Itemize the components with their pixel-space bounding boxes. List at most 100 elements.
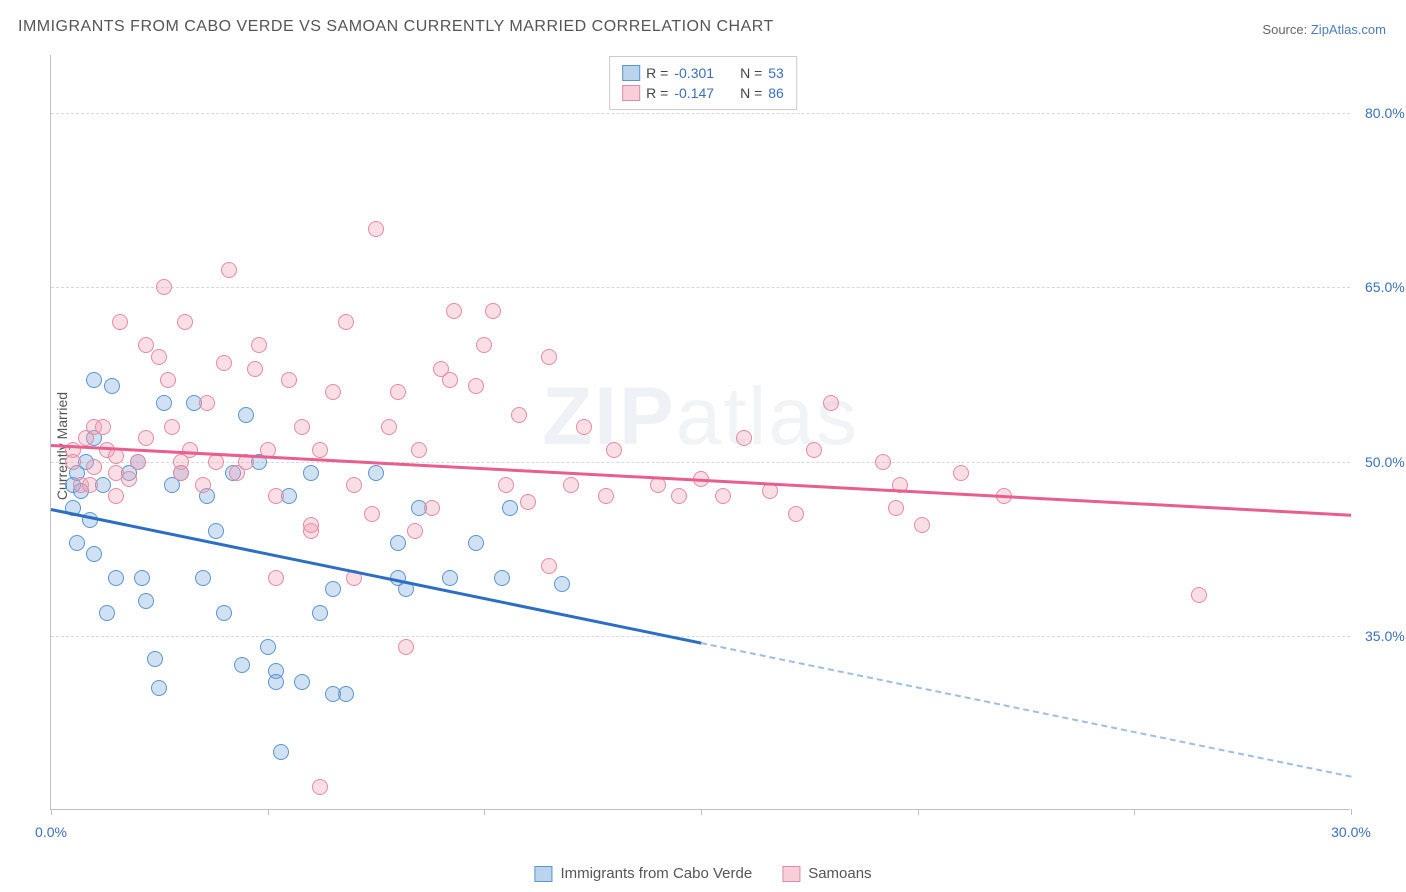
correlation-legend: R = -0.301N = 53R = -0.147N = 86 (609, 56, 797, 110)
scatter-point (160, 372, 176, 388)
scatter-point (498, 477, 514, 493)
scatter-point (156, 279, 172, 295)
scatter-point (130, 454, 146, 470)
scatter-point (86, 372, 102, 388)
scatter-point (494, 570, 510, 586)
scatter-point (151, 349, 167, 365)
scatter-point (121, 471, 137, 487)
gridline-h (51, 287, 1350, 288)
scatter-point (173, 465, 189, 481)
scatter-point (338, 314, 354, 330)
x-tick (484, 809, 485, 815)
legend-swatch (622, 65, 640, 81)
source-link[interactable]: ZipAtlas.com (1311, 22, 1386, 37)
scatter-point (446, 303, 462, 319)
scatter-point (294, 419, 310, 435)
scatter-point (260, 639, 276, 655)
scatter-point (411, 442, 427, 458)
scatter-point (788, 506, 804, 522)
scatter-point (86, 459, 102, 475)
scatter-point (221, 262, 237, 278)
x-tick (1351, 809, 1352, 815)
scatter-point (251, 337, 267, 353)
scatter-point (147, 651, 163, 667)
watermark-sub: atlas (676, 371, 859, 462)
scatter-point (156, 395, 172, 411)
source-attribution: Source: ZipAtlas.com (1262, 22, 1386, 37)
plot-area: ZIPatlas 35.0%50.0%65.0%80.0%0.0%30.0% (50, 55, 1350, 810)
x-tick (1134, 809, 1135, 815)
chart-title: IMMIGRANTS FROM CABO VERDE VS SAMOAN CUR… (18, 18, 774, 36)
scatter-point (182, 442, 198, 458)
scatter-point (576, 419, 592, 435)
trend-line-blue-ext (701, 642, 1351, 778)
scatter-point (104, 378, 120, 394)
scatter-point (195, 477, 211, 493)
scatter-point (99, 605, 115, 621)
scatter-point (368, 465, 384, 481)
scatter-point (875, 454, 891, 470)
scatter-point (520, 494, 536, 510)
scatter-point (606, 442, 622, 458)
scatter-point (268, 488, 284, 504)
scatter-point (806, 442, 822, 458)
scatter-point (177, 314, 193, 330)
y-tick-label: 80.0% (1365, 105, 1405, 121)
scatter-point (325, 581, 341, 597)
correlation-legend-row: R = -0.301N = 53 (622, 63, 784, 83)
legend-r-value: -0.147 (674, 85, 714, 101)
scatter-point (715, 488, 731, 504)
scatter-point (424, 500, 440, 516)
scatter-point (238, 407, 254, 423)
series-legend-label: Samoans (808, 865, 871, 882)
scatter-point (407, 523, 423, 539)
scatter-point (823, 395, 839, 411)
scatter-point (303, 517, 319, 533)
legend-n-label: N = (740, 85, 762, 101)
scatter-point (312, 442, 328, 458)
scatter-point (468, 535, 484, 551)
x-tick-label: 0.0% (35, 824, 67, 840)
scatter-point (368, 221, 384, 237)
legend-r-label: R = (646, 85, 668, 101)
legend-swatch (782, 866, 800, 882)
scatter-point (303, 465, 319, 481)
scatter-point (268, 674, 284, 690)
scatter-point (398, 639, 414, 655)
legend-n-label: N = (740, 65, 762, 81)
scatter-point (390, 384, 406, 400)
scatter-point (468, 378, 484, 394)
series-legend: Immigrants from Cabo Verde Samoans (534, 865, 871, 882)
scatter-point (346, 477, 362, 493)
scatter-point (108, 570, 124, 586)
scatter-point (164, 419, 180, 435)
scatter-point (953, 465, 969, 481)
y-tick-label: 65.0% (1365, 279, 1405, 295)
series-legend-label: Immigrants from Cabo Verde (560, 865, 752, 882)
scatter-point (381, 419, 397, 435)
scatter-point (69, 535, 85, 551)
x-tick (701, 809, 702, 815)
legend-r-label: R = (646, 65, 668, 81)
scatter-point (134, 570, 150, 586)
scatter-point (199, 395, 215, 411)
scatter-point (914, 517, 930, 533)
scatter-point (364, 506, 380, 522)
source-label: Source: (1262, 22, 1307, 37)
scatter-point (442, 570, 458, 586)
scatter-point (138, 430, 154, 446)
legend-n-value: 86 (768, 85, 784, 101)
x-tick-label: 30.0% (1331, 824, 1371, 840)
scatter-point (476, 337, 492, 353)
scatter-point (208, 523, 224, 539)
scatter-point (247, 361, 263, 377)
scatter-point (390, 535, 406, 551)
scatter-point (888, 500, 904, 516)
gridline-h (51, 113, 1350, 114)
scatter-point (273, 744, 289, 760)
series-legend-item: Immigrants from Cabo Verde (534, 865, 752, 882)
scatter-point (598, 488, 614, 504)
scatter-point (325, 384, 341, 400)
scatter-point (112, 314, 128, 330)
scatter-point (138, 337, 154, 353)
